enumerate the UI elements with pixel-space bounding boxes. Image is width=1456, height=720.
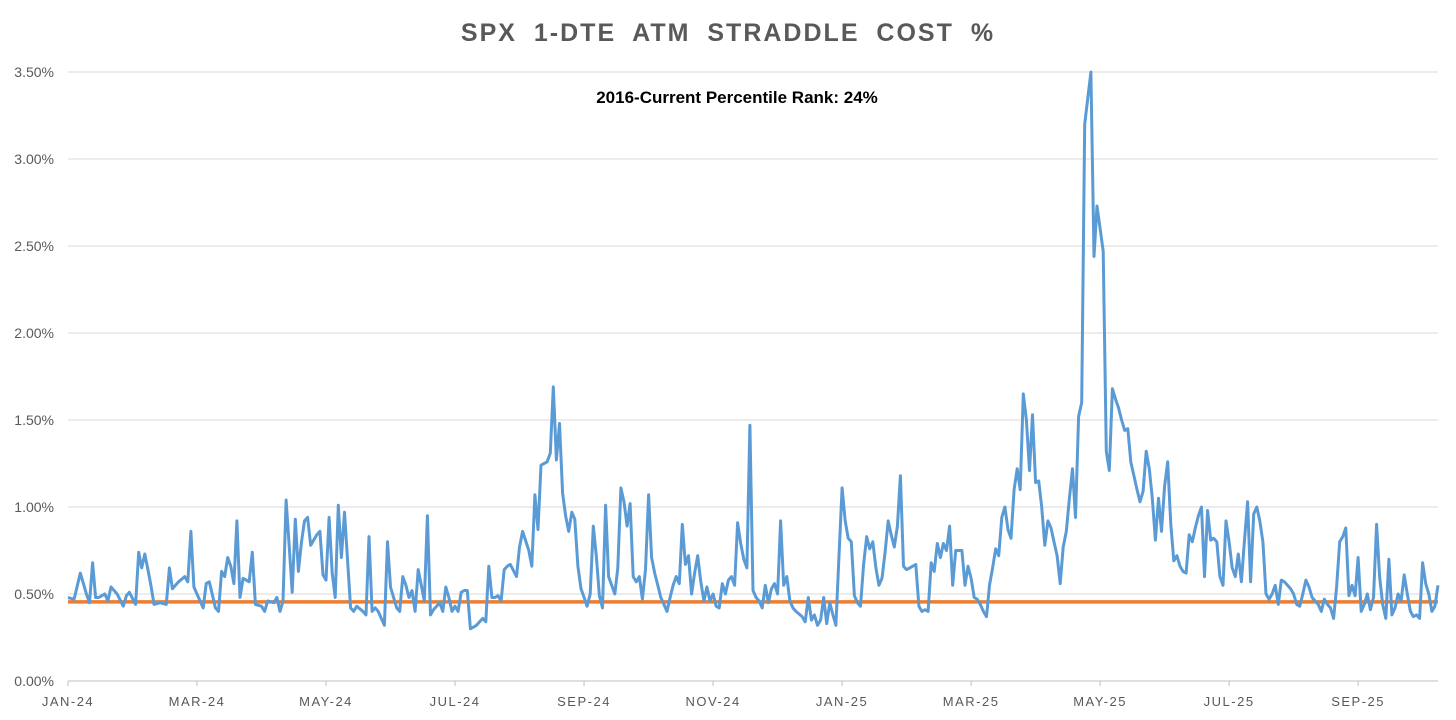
y-tick-label: 2.50% (14, 238, 54, 254)
x-tick-label: SEP-24 (557, 694, 611, 709)
x-axis-labels: JAN-24 MAR-24 MAY-24 JUL-24 SEP-24 NOV-24 JAN-… (42, 681, 1385, 709)
x-tick-label: JAN-25 (816, 694, 868, 709)
y-tick-label: 1.50% (14, 412, 54, 428)
y-tick-label: 3.00% (14, 151, 54, 167)
y-tick-label: 0.00% (14, 673, 54, 689)
y-tick-label: 1.00% (14, 499, 54, 515)
y-tick-label: 3.50% (14, 64, 54, 80)
x-tick-label: JAN-24 (42, 694, 94, 709)
x-tick-label: SEP-25 (1331, 694, 1385, 709)
y-axis-labels: 0.00% 0.50% 1.00% 1.50% 2.00% 2.50% 3.00% 3.50% (14, 64, 54, 689)
percentile-rank-annotation: 2016-Current Percentile Rank: 24% (596, 88, 878, 107)
x-tick-label: MAR-24 (169, 694, 226, 709)
x-tick-label: MAR-25 (943, 694, 1000, 709)
x-tick-label: JUL-24 (430, 694, 481, 709)
x-tick-label: MAY-25 (1073, 694, 1127, 709)
x-tick-label: NOV-24 (685, 694, 740, 709)
x-tick-label: MAY-24 (299, 694, 353, 709)
x-tick-label: JUL-25 (1204, 694, 1255, 709)
gridlines (68, 71, 1438, 595)
series-line-straddle-cost (67, 70, 1440, 631)
chart-title: SPX 1-DTE ATM STRADDLE COST % (461, 19, 995, 47)
y-tick-label: 0.50% (14, 586, 54, 602)
y-tick-label: 2.00% (14, 325, 54, 341)
